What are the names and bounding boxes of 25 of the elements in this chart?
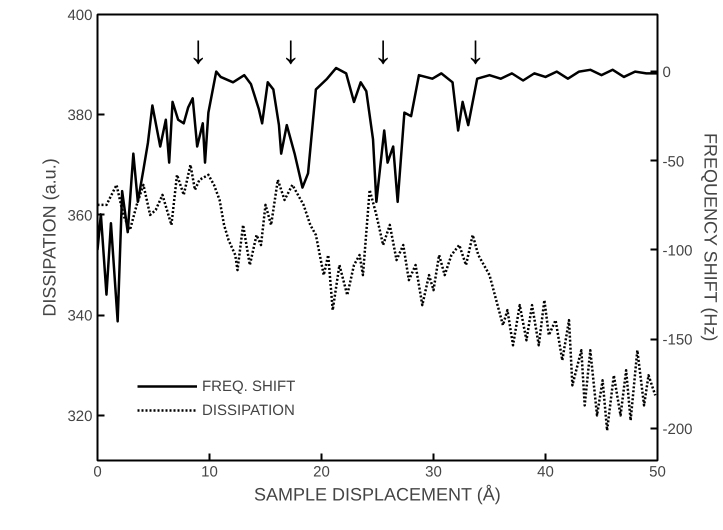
y-tick-label: 360 bbox=[67, 207, 93, 224]
annotation: ↓ bbox=[280, 28, 301, 72]
y2-tick-label: -150 bbox=[662, 332, 693, 349]
y-tick-label: 340 bbox=[67, 308, 93, 325]
x-tick-label: 10 bbox=[201, 464, 218, 480]
x-axis-title: SAMPLE DISPLACEMENT (Å) bbox=[254, 484, 501, 504]
x-tick-label: 0 bbox=[93, 464, 102, 480]
x-tick-label: 50 bbox=[649, 464, 666, 480]
y-tick-label: 320 bbox=[67, 408, 93, 425]
legend-label: DISSIPATION bbox=[202, 402, 295, 418]
y-tick-label: 380 bbox=[67, 107, 93, 124]
y-axis-title: DISSIPATION (a.u.) bbox=[39, 158, 60, 317]
y2-tick-label: -100 bbox=[662, 242, 693, 260]
annotation: ↓ bbox=[373, 28, 394, 72]
y-tick-label: 400 bbox=[67, 7, 93, 24]
x-tick-label: 30 bbox=[425, 464, 442, 480]
legend-label: FREQ. SHIFT bbox=[202, 378, 296, 394]
y2-tick-label: 0 bbox=[662, 64, 671, 82]
y2-tick-label: -200 bbox=[662, 420, 693, 438]
x-tick-label: 20 bbox=[313, 464, 330, 480]
annotation: ↓ bbox=[466, 28, 486, 72]
y2-tick-label: -50 bbox=[662, 153, 684, 170]
x-tick-label: 40 bbox=[537, 464, 554, 480]
annotation: ↓ bbox=[188, 28, 208, 72]
y2-axis-title: FREQUENCY SHIFT (Hz) bbox=[700, 133, 721, 342]
